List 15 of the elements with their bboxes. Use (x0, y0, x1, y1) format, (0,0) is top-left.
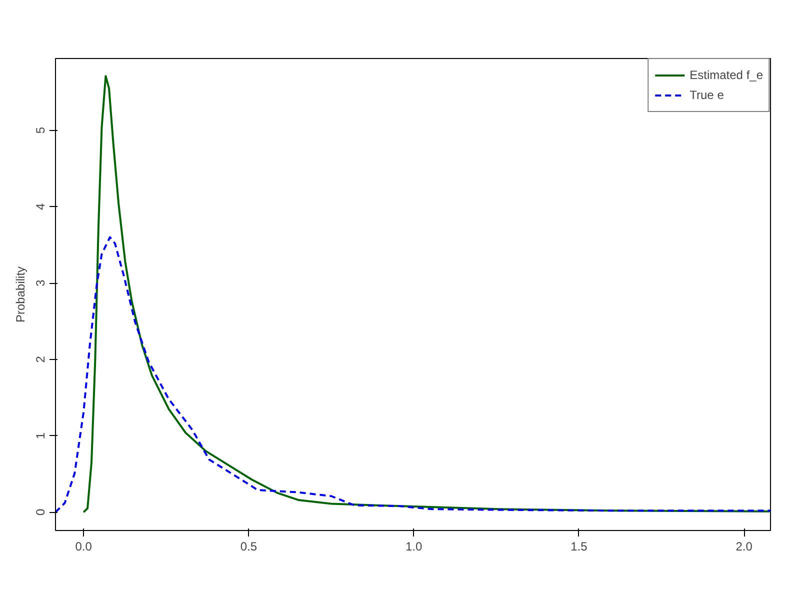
x-tick-label: 2.0 (736, 540, 753, 554)
legend-label: Estimated f_e (690, 68, 763, 82)
y-tick-label: 1 (34, 432, 48, 440)
legend-label: True e (690, 88, 724, 102)
y-tick-label: 5 (34, 126, 48, 134)
line-series (56, 236, 770, 514)
x-tick-label: 0.0 (75, 540, 92, 554)
x-tick-label: 1.5 (570, 540, 588, 554)
x-tick-label: 0.5 (240, 540, 258, 554)
y-axis-title: Probability (14, 266, 28, 323)
x-tick-label: 1.0 (405, 540, 422, 554)
y-tick-label: 3 (34, 279, 48, 286)
y-tick-label: 4 (34, 203, 48, 210)
y-tick-label: 0 (34, 508, 48, 516)
y-tick-label: 2 (34, 356, 48, 363)
